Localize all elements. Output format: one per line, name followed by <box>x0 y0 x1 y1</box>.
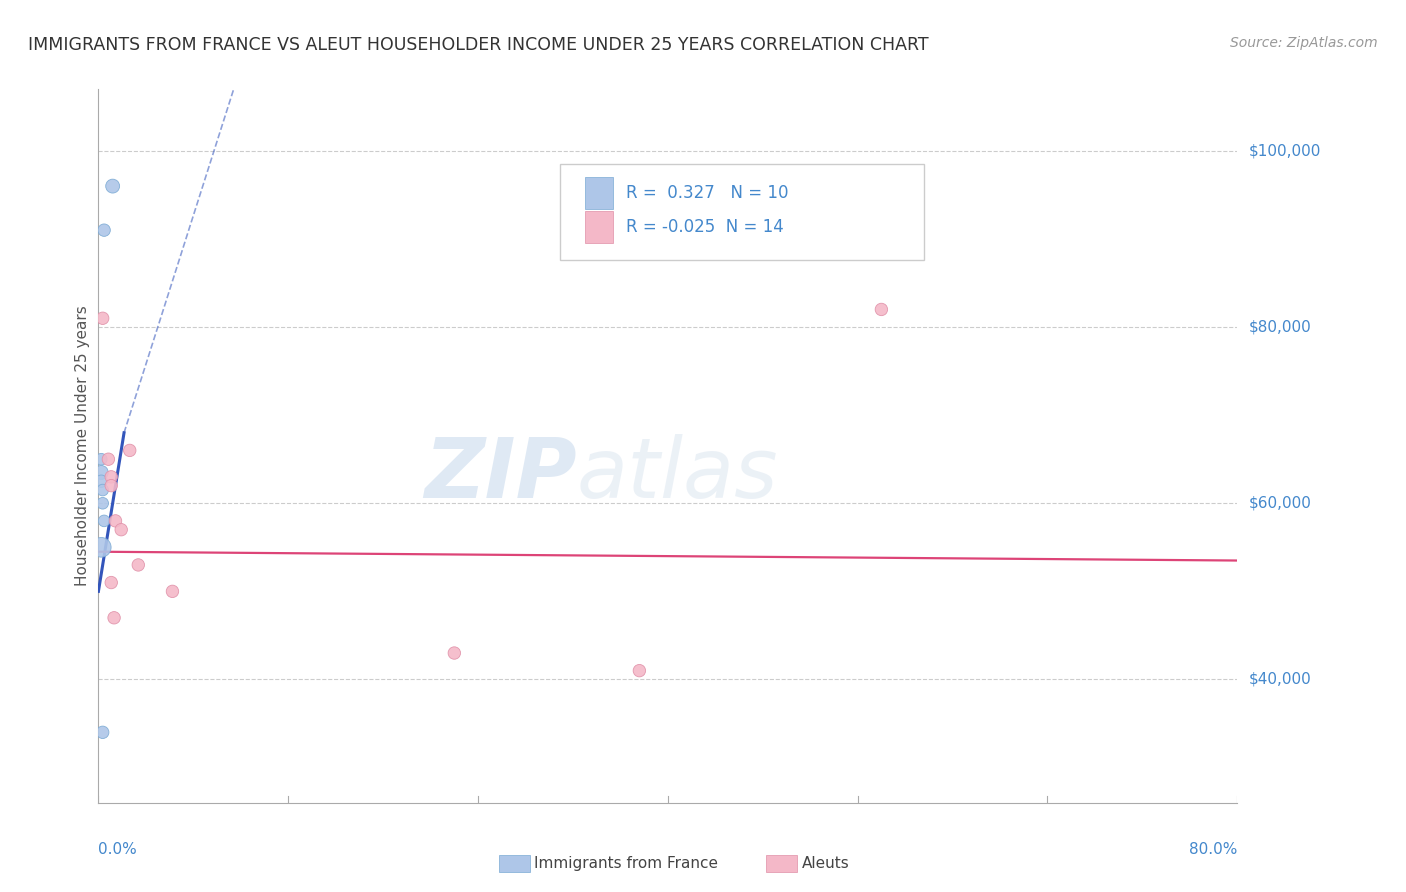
Point <box>101 179 124 194</box>
Text: 0.0%: 0.0% <box>98 842 138 856</box>
Text: $60,000: $60,000 <box>1249 496 1312 511</box>
Bar <box>585 177 613 209</box>
Point <box>93 514 115 528</box>
Text: R =  0.327   N = 10: R = 0.327 N = 10 <box>626 184 789 202</box>
Point <box>97 452 120 467</box>
Point <box>870 302 893 317</box>
Point <box>100 575 122 590</box>
Point <box>104 514 127 528</box>
Point <box>91 725 114 739</box>
Point <box>90 475 112 489</box>
Point <box>162 584 184 599</box>
Text: ZIP: ZIP <box>425 434 576 515</box>
Text: R = -0.025  N = 14: R = -0.025 N = 14 <box>626 218 783 235</box>
Point <box>100 478 122 492</box>
Point <box>90 452 112 467</box>
Point <box>127 558 149 572</box>
FancyBboxPatch shape <box>560 164 924 260</box>
Point <box>90 541 112 555</box>
Point <box>91 311 114 326</box>
Point <box>91 483 114 497</box>
Point <box>118 443 141 458</box>
Point <box>110 523 132 537</box>
Text: $80,000: $80,000 <box>1249 319 1312 334</box>
Text: IMMIGRANTS FROM FRANCE VS ALEUT HOUSEHOLDER INCOME UNDER 25 YEARS CORRELATION CH: IMMIGRANTS FROM FRANCE VS ALEUT HOUSEHOL… <box>28 36 929 54</box>
Bar <box>585 211 613 243</box>
Point <box>628 664 651 678</box>
Y-axis label: Householder Income Under 25 years: Householder Income Under 25 years <box>75 306 90 586</box>
Point <box>91 496 114 510</box>
Point <box>93 223 115 237</box>
Point <box>100 470 122 484</box>
Text: atlas: atlas <box>576 434 779 515</box>
Text: 80.0%: 80.0% <box>1189 842 1237 856</box>
Text: Immigrants from France: Immigrants from France <box>534 856 718 871</box>
Point <box>90 466 112 480</box>
Text: Source: ZipAtlas.com: Source: ZipAtlas.com <box>1230 36 1378 50</box>
Text: $40,000: $40,000 <box>1249 672 1312 687</box>
Text: $100,000: $100,000 <box>1249 144 1320 159</box>
Point <box>443 646 465 660</box>
Text: Aleuts: Aleuts <box>801 856 849 871</box>
Point <box>103 611 125 625</box>
